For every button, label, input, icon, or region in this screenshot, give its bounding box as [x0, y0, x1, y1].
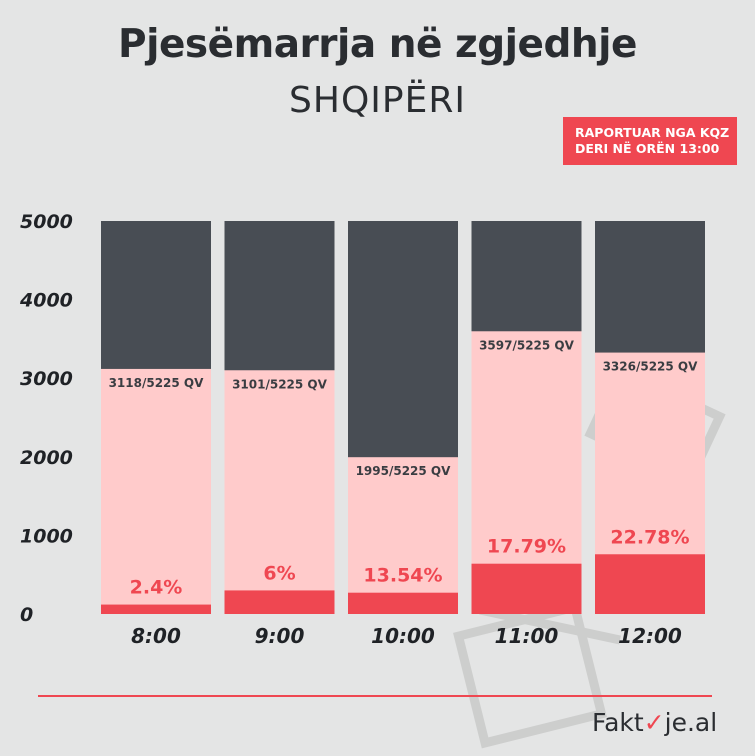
reported-label-3: 3597/5225 QV — [479, 338, 575, 352]
y-tick-5: 5000 — [20, 211, 73, 233]
y-tick-2: 2000 — [20, 447, 73, 469]
x-tick-2: 10:00 — [371, 624, 435, 648]
bar-turnout-3 — [471, 563, 582, 614]
percent-label-4: 22.78% — [610, 526, 689, 548]
y-tick-3: 3000 — [20, 368, 73, 390]
x-tick-0: 8:00 — [131, 624, 181, 648]
bar-turnout-1 — [224, 590, 335, 614]
percent-label-1: 6% — [263, 562, 295, 584]
badge-line-2: DERI NË ORËN 13:00 — [575, 141, 720, 156]
reported-label-0: 3118/5225 QV — [109, 376, 205, 390]
y-tick-1: 1000 — [20, 525, 73, 547]
bar-reported-0 — [101, 368, 211, 614]
logo-suffix: je.al — [664, 708, 718, 737]
bar-turnout-4 — [595, 554, 705, 614]
badge-line-1: RAPORTUAR NGA KQZ — [575, 125, 730, 140]
source-badge: RAPORTUAR NGA KQZ DERI NË ORËN 13:00 — [563, 117, 737, 165]
bar-reported-1 — [224, 370, 335, 614]
x-tick-4: 12:00 — [618, 624, 682, 648]
bar-reported-2 — [348, 457, 458, 614]
bars-layer: 3118/5225 QV 2.4% 3101/5225 QV 6% 1995/5225 … — [101, 221, 705, 614]
x-tick-3: 11:00 — [495, 624, 559, 648]
bar-turnout-2 — [348, 592, 458, 614]
logo-prefix: Fakt — [592, 708, 644, 737]
checkmark-icon: ✓ — [643, 708, 665, 737]
bar-turnout-0 — [101, 604, 211, 614]
y-axis: 0 1000 2000 3000 4000 5000 — [19, 211, 73, 626]
chart-title: Pjesëmarrja në zgjedhje — [118, 22, 637, 67]
reported-label-1: 3101/5225 QV — [232, 377, 328, 391]
percent-label-3: 17.79% — [487, 536, 566, 558]
chart-subtitle: SHQIPËRI — [289, 80, 466, 121]
x-tick-1: 9:00 — [255, 624, 305, 648]
reported-label-2: 1995/5225 QV — [356, 464, 452, 478]
site-logo: Fakt✓je.al — [592, 708, 717, 737]
ballot-slot-line — [479, 605, 621, 645]
y-tick-4: 4000 — [19, 290, 73, 312]
percent-label-0: 2.4% — [130, 577, 183, 599]
x-axis: 8:00 9:00 10:00 11:00 12:00 — [131, 624, 682, 648]
percent-label-2: 13.54% — [363, 565, 442, 587]
y-tick-0: 0 — [20, 604, 33, 626]
footer-divider — [38, 695, 712, 697]
reported-label-4: 3326/5225 QV — [603, 360, 699, 374]
